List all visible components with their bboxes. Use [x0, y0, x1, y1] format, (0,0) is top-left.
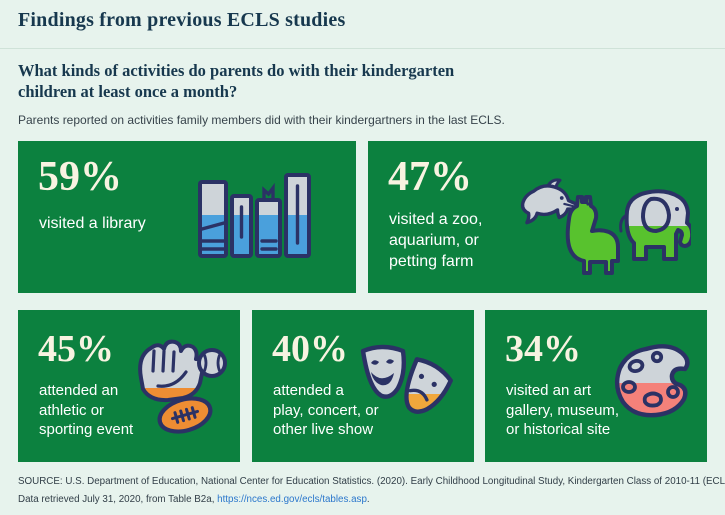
baseball-icon — [197, 348, 227, 378]
source-line-2-text: Data retrieved July 31, 2020, from Table… — [18, 493, 218, 505]
comedy-mask-icon — [360, 344, 407, 399]
stat-percent: 59% — [38, 154, 122, 200]
source-link[interactable]: https://nces.ed.gov/ecls/tables.asp — [217, 493, 367, 505]
header-divider — [0, 48, 725, 49]
stat-percent: 34% — [505, 328, 581, 370]
stat-card-library: 59% visited a library — [18, 141, 356, 293]
stat-label: attended an athletic or sporting event — [39, 382, 134, 438]
football-icon — [157, 396, 213, 434]
stat-card-sports: 45% attended an athletic or sporting eve… — [18, 310, 240, 462]
baseball-glove-icon — [138, 339, 205, 403]
stat-percent: 40% — [272, 328, 348, 370]
llama-icon — [565, 195, 620, 275]
source-note: SOURCE: U.S. Department of Education, Na… — [18, 473, 725, 508]
stat-percent: 47% — [388, 154, 472, 200]
source-line-1: SOURCE: U.S. Department of Education, Na… — [18, 476, 725, 487]
art-palette-icon — [614, 344, 690, 418]
stat-card-art: 34% visited an art gallery, museum, or h… — [485, 310, 707, 462]
question-heading: What kinds of activities do parents do w… — [18, 61, 455, 101]
stat-label: visited a zoo, aquarium, or petting farm — [389, 211, 483, 270]
sports-equipment-icon — [138, 339, 227, 434]
stat-card-zoo: 47% visited a zoo, aquarium, or petting … — [368, 141, 707, 293]
stat-label: visited a library — [39, 215, 146, 232]
stat-label: attended a play, concert, or other live … — [273, 382, 379, 438]
page-title: Findings from previous ECLS studies — [18, 9, 346, 31]
dolphin-icon — [520, 178, 580, 225]
source-line-2: Data retrieved July 31, 2020, from Table… — [18, 491, 725, 509]
intro-text: Parents reported on activities family me… — [18, 113, 505, 127]
source-line-2-suffix: . — [366, 493, 370, 505]
stat-percent: 45% — [38, 328, 114, 370]
theater-masks-icon — [360, 344, 454, 420]
stat-card-live-show: 40% attended a play, concert, or other l… — [252, 310, 474, 462]
library-books-icon — [198, 173, 311, 258]
stat-label: visited an art gallery, museum, or histo… — [506, 382, 620, 438]
zoo-animals-icon — [520, 178, 691, 275]
